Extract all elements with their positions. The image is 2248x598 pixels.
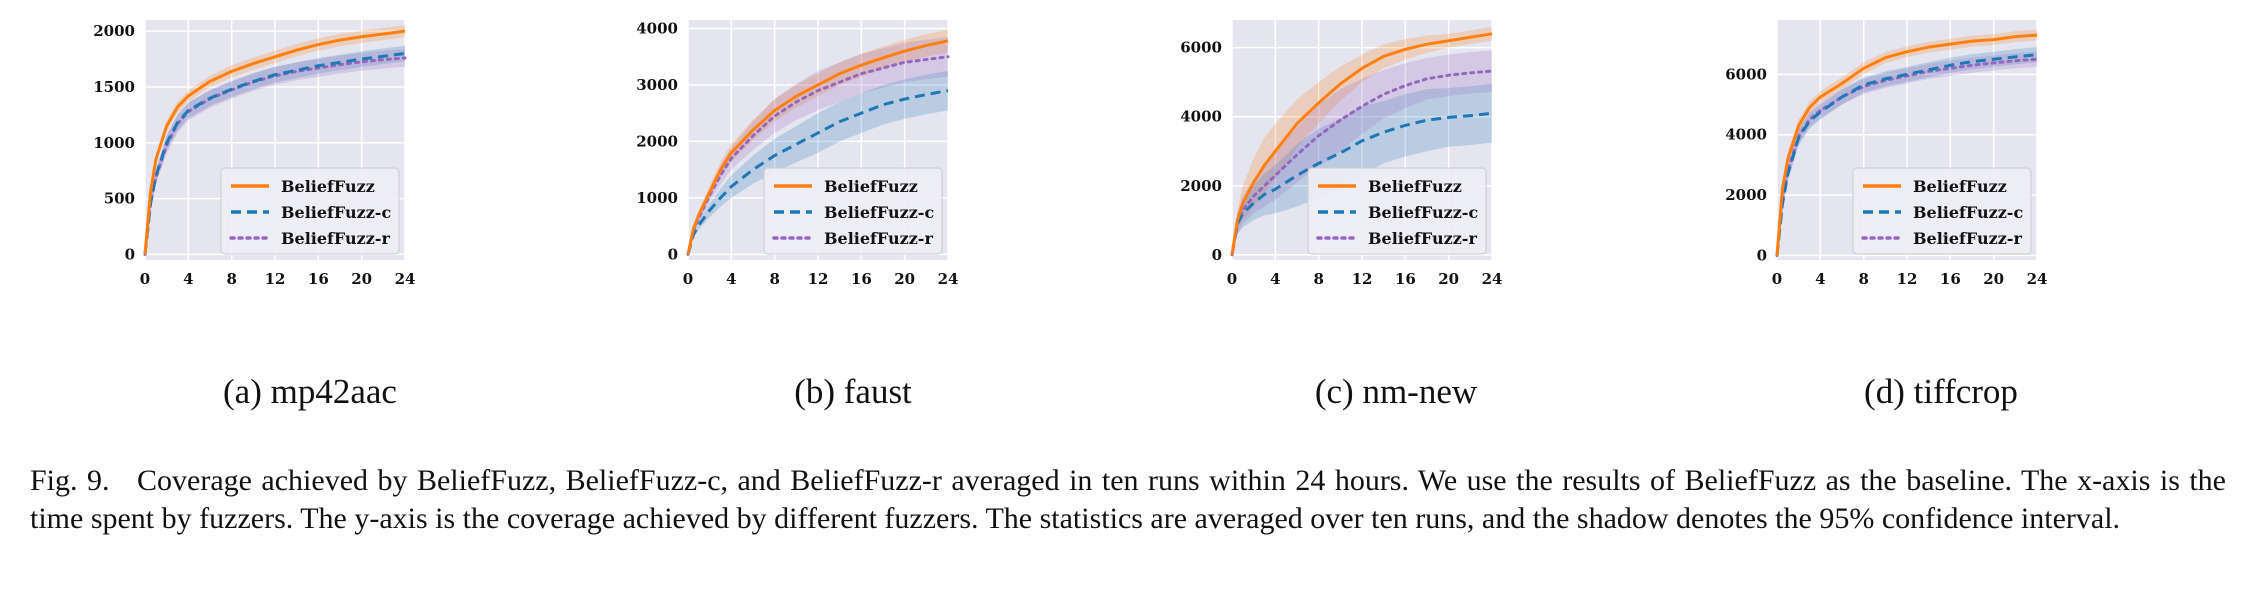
legend-label: BeliefFuzz-c bbox=[824, 203, 934, 222]
x-tick-label: 24 bbox=[2027, 270, 2048, 288]
series-line-belieffuzz bbox=[1230, 32, 1493, 256]
legend-label: BeliefFuzz-c bbox=[1368, 203, 1478, 222]
y-tick-label: 0 bbox=[1212, 246, 1222, 264]
legend-label: BeliefFuzz-r bbox=[1913, 229, 2022, 248]
legend-label: BeliefFuzz bbox=[281, 177, 375, 196]
legend-label: BeliefFuzz-c bbox=[281, 203, 391, 222]
series-line-belieffuzz bbox=[686, 39, 949, 255]
figure-panels: 0 4 8 12 16 20 24 0 500 1000 1500 2000 BeliefFuzz Bel… bbox=[93, 19, 2048, 411]
x-tick-label: 16 bbox=[1940, 270, 1961, 288]
x-tick-label: 12 bbox=[1352, 270, 1373, 288]
legend-label: BeliefFuzz-c bbox=[1913, 203, 2023, 222]
subcaption-a: (a) mp42aac bbox=[223, 372, 397, 411]
x-tick-label: 0 bbox=[1227, 270, 1237, 288]
ci-band-belieffuzz bbox=[1777, 29, 2037, 256]
y-tick-label: 2000 bbox=[636, 132, 678, 150]
legend-label: BeliefFuzz-r bbox=[1368, 229, 1477, 248]
legend: BeliefFuzz BeliefFuzz-c BeliefFuzz-r bbox=[1307, 167, 1487, 255]
legend-box bbox=[1852, 167, 2032, 255]
legend-box bbox=[1307, 167, 1487, 255]
x-tick-label: 4 bbox=[1815, 270, 1825, 288]
x-tick-label: 16 bbox=[1395, 270, 1416, 288]
legend: BeliefFuzz BeliefFuzz-c BeliefFuzz-r bbox=[763, 167, 943, 255]
x-tick-label: 20 bbox=[1983, 270, 2004, 288]
x-tick-label: 8 bbox=[1858, 270, 1868, 288]
ci-band-belieffuzz-c bbox=[1777, 47, 2037, 256]
x-tick-label: 0 bbox=[683, 270, 693, 288]
y-tick-label: 2000 bbox=[1180, 177, 1222, 195]
series-line-belieffuzz-c bbox=[1775, 53, 2038, 256]
ci-band-belieffuzz-r bbox=[1232, 50, 1492, 255]
legend: BeliefFuzz BeliefFuzz-c BeliefFuzz-r bbox=[1852, 167, 2032, 255]
chart-faust: 0 4 8 12 16 20 2401000200030004000BeliefFuzzBe… bbox=[636, 19, 959, 288]
subcaption-c: (c) nm-new bbox=[1314, 372, 1478, 411]
x-tick-label: 24 bbox=[938, 270, 959, 288]
y-tick-label: 2000 bbox=[1725, 186, 1767, 204]
x-tick-label: 8 bbox=[226, 270, 236, 288]
subcaption-d: (d) tiffcrop bbox=[1864, 372, 2018, 411]
x-tick-label: 16 bbox=[851, 270, 872, 288]
series-line-belieffuzz-c bbox=[1230, 111, 1493, 256]
series-line-belieffuzz bbox=[1775, 33, 2038, 256]
x-tick-label: 8 bbox=[1313, 270, 1323, 288]
subcaption-b: (b) faust bbox=[794, 372, 912, 411]
legend-box bbox=[220, 167, 400, 255]
legend-label: BeliefFuzz-r bbox=[281, 229, 390, 248]
series-line-belieffuzz-c bbox=[686, 89, 949, 255]
chart-nm-new: 0 4 8 12 16 20 240200040006000BeliefFuzzBelief… bbox=[1180, 20, 1503, 288]
figure-label: Fig. 9. bbox=[30, 464, 110, 497]
ci-band-belieffuzz-r bbox=[1777, 51, 2037, 256]
x-tick-label: 20 bbox=[894, 270, 915, 288]
y-tick-label: 4000 bbox=[1180, 108, 1222, 126]
x-tick-label: 12 bbox=[265, 270, 286, 288]
y-tick-label: 0 bbox=[1757, 246, 1767, 264]
x-tick-label: 24 bbox=[1482, 270, 1503, 288]
x-tick-label: 8 bbox=[769, 270, 779, 288]
y-tick-label: 1000 bbox=[93, 134, 135, 152]
y-tick-label: 1500 bbox=[93, 78, 135, 96]
y-tick-label: 1000 bbox=[636, 189, 678, 207]
y-tick-label: 500 bbox=[104, 190, 135, 208]
caption-text: Coverage achieved by BeliefFuzz, BeliefF… bbox=[30, 464, 2227, 535]
y-tick-label: 4000 bbox=[636, 19, 678, 37]
legend-box bbox=[763, 167, 943, 255]
y-tick-label: 6000 bbox=[1180, 39, 1222, 57]
chart-tiffcrop: 0 4 8 12 16 20 240200040006000BeliefFuzzBelief… bbox=[1725, 20, 2048, 288]
y-tick-label: 4000 bbox=[1725, 126, 1767, 144]
legend-label: BeliefFuzz bbox=[1913, 177, 2007, 196]
y-tick-label: 0 bbox=[125, 245, 135, 263]
ci-band-belieffuzz-c bbox=[688, 70, 948, 255]
series-line-belieffuzz-r bbox=[1230, 69, 1494, 257]
x-tick-label: 20 bbox=[351, 270, 372, 288]
y-tick-label: 2000 bbox=[93, 22, 135, 40]
x-tick-label: 4 bbox=[726, 270, 736, 288]
figure-caption: Fig. 9. Coverage achieved by BeliefFuzz,… bbox=[30, 462, 2226, 538]
x-tick-label: 4 bbox=[183, 270, 193, 288]
x-tick-label: 16 bbox=[308, 270, 329, 288]
chart-mp42aac: 0 4 8 12 16 20 240500100015002000BeliefFuzzBel… bbox=[93, 20, 416, 288]
x-tick-label: 12 bbox=[1897, 270, 1918, 288]
x-tick-label: 4 bbox=[1270, 270, 1280, 288]
x-tick-label: 12 bbox=[808, 270, 829, 288]
y-tick-label: 3000 bbox=[636, 76, 678, 94]
legend-label: BeliefFuzz bbox=[1368, 177, 1462, 196]
series-line-belieffuzz bbox=[143, 29, 406, 255]
y-tick-label: 6000 bbox=[1725, 65, 1767, 83]
legend-label: BeliefFuzz bbox=[824, 177, 918, 196]
x-tick-label: 24 bbox=[395, 270, 416, 288]
x-tick-label: 0 bbox=[140, 270, 150, 288]
series-line-belieffuzz-c bbox=[143, 52, 406, 255]
legend: BeliefFuzz BeliefFuzz-c BeliefFuzz-r bbox=[220, 167, 400, 255]
x-tick-label: 0 bbox=[1772, 270, 1782, 288]
legend-label: BeliefFuzz-r bbox=[824, 229, 933, 248]
x-tick-label: 20 bbox=[1438, 270, 1459, 288]
y-tick-label: 0 bbox=[668, 245, 678, 263]
